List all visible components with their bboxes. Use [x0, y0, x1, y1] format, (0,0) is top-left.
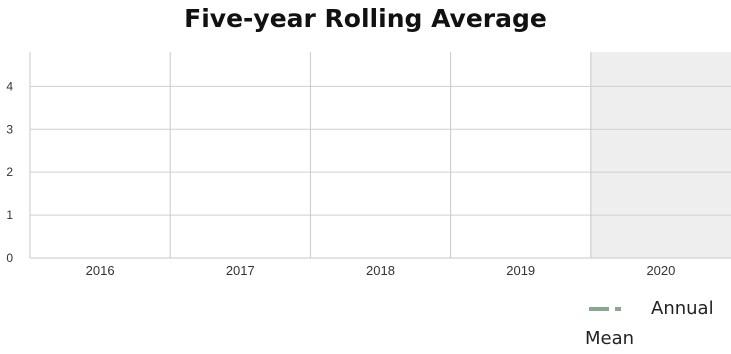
- y-tick-label-1: 1: [6, 208, 13, 222]
- legend-swatch-dot: [615, 307, 621, 311]
- legend-label-annual-mean: Annual Mean: [585, 298, 714, 349]
- x-tick-label-2019: 2019: [506, 263, 535, 278]
- y-tick-label-4: 4: [6, 79, 13, 93]
- chart-plot: 0 1 2 3 4 2016 2017 2018 2019 2020: [6, 52, 731, 278]
- highlight-band-2020: [590, 52, 731, 258]
- x-tick-label-2017: 2017: [226, 263, 255, 278]
- x-tick-label-2020: 2020: [646, 263, 675, 278]
- legend-swatch-dash: [589, 307, 609, 311]
- chart-title: Five-year Rolling Average: [184, 4, 547, 33]
- legend: Annual Mean: [585, 294, 731, 354]
- y-tick-label-2: 2: [6, 165, 13, 179]
- x-tick-label-2018: 2018: [366, 263, 395, 278]
- x-tick-label-2016: 2016: [86, 263, 115, 278]
- y-tick-label-3: 3: [6, 122, 13, 136]
- legend-swatch-annual-mean: [589, 307, 621, 311]
- y-tick-label-0: 0: [6, 251, 13, 265]
